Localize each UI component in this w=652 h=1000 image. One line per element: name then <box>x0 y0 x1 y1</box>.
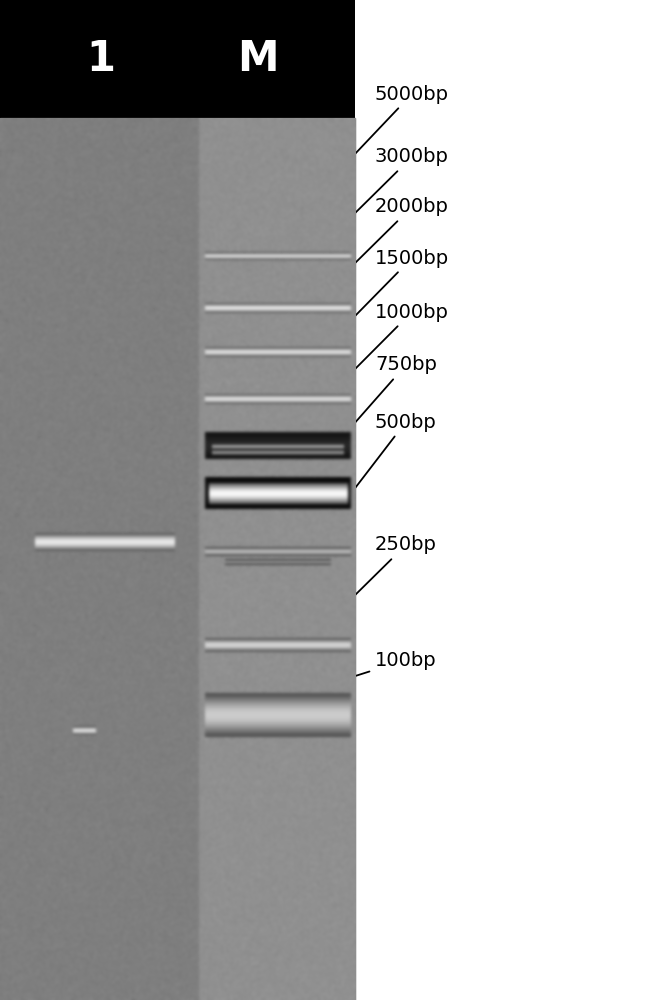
Bar <box>0 118 355 1000</box>
Text: 500bp: 500bp <box>354 412 437 490</box>
Text: 250bp: 250bp <box>354 536 437 596</box>
Text: 100bp: 100bp <box>355 650 437 676</box>
Text: 1: 1 <box>87 38 115 80</box>
Text: 3000bp: 3000bp <box>354 147 449 214</box>
Text: 2000bp: 2000bp <box>354 198 449 264</box>
Text: 750bp: 750bp <box>354 356 437 424</box>
Bar <box>0 0 355 118</box>
Text: M: M <box>237 38 278 80</box>
Text: 1500bp: 1500bp <box>354 248 449 317</box>
Text: 5000bp: 5000bp <box>354 85 449 155</box>
Text: 1000bp: 1000bp <box>354 302 449 370</box>
